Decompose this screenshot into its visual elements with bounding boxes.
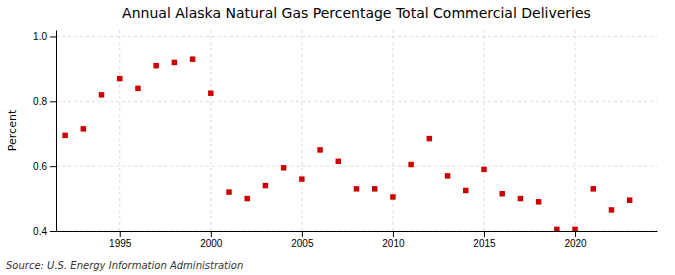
point	[554, 227, 559, 231]
grid-line	[56, 101, 657, 102]
grid-line	[392, 30, 393, 231]
tick-mark	[50, 36, 56, 37]
grid-line	[56, 166, 657, 167]
grid-line	[56, 231, 657, 232]
tick-mark	[302, 231, 303, 237]
point	[226, 189, 231, 194]
tick: 1995	[109, 231, 132, 249]
point	[153, 63, 158, 68]
chart: 1995 2000 2005 2010 2015 2020 0.4 0.6 0.8 1.0 Annu…	[0, 0, 675, 275]
point	[263, 183, 268, 188]
tick: 0.6	[33, 161, 56, 172]
grid-line	[119, 30, 120, 231]
point	[518, 196, 523, 201]
point	[591, 186, 596, 191]
tick-mark	[484, 231, 485, 237]
tick-mark	[393, 231, 394, 237]
tick-label: 2010	[382, 238, 405, 249]
point	[390, 194, 395, 199]
tick: 1.0	[33, 31, 56, 42]
tick-label: 0.8	[33, 96, 47, 107]
tick-mark	[120, 231, 121, 237]
point	[536, 199, 541, 204]
tick-mark	[211, 231, 212, 237]
point	[135, 86, 140, 91]
plot-area: 1995 2000 2005 2010 2015 2020 0.4 0.6 0.8 1.0	[33, 30, 657, 249]
point	[99, 92, 104, 97]
tick-label: 0.4	[33, 226, 47, 237]
point	[299, 176, 304, 181]
grid	[56, 30, 657, 231]
point	[481, 167, 486, 172]
grid-line	[210, 30, 211, 231]
points	[62, 56, 632, 231]
point	[372, 186, 377, 191]
tick-label: 1.0	[33, 31, 47, 42]
point	[244, 196, 249, 201]
point	[172, 60, 177, 65]
tick-mark	[575, 231, 576, 237]
title: Annual Alaska Natural Gas Percentage Tot…	[122, 5, 591, 21]
point	[190, 56, 195, 61]
tick-label: 2000	[200, 238, 223, 249]
y-axis-title: Percent	[6, 109, 19, 151]
point	[627, 197, 632, 202]
grid-line	[575, 30, 576, 231]
point	[317, 147, 322, 152]
source: Source: U.S. Energy Information Administ…	[6, 260, 243, 271]
point	[408, 162, 413, 167]
tick: 2015	[473, 231, 496, 249]
tick-label: 0.6	[33, 161, 47, 172]
y-axis: 0.4 0.6 0.8 1.0	[33, 31, 56, 237]
tick-mark	[50, 101, 56, 102]
tick: 0.8	[33, 96, 56, 107]
point	[62, 133, 67, 138]
point	[499, 191, 504, 196]
tick: 0.4	[33, 226, 56, 237]
tick-mark	[50, 166, 56, 167]
point	[609, 207, 614, 212]
x-axis: 1995 2000 2005 2010 2015 2020	[57, 231, 658, 249]
point	[117, 76, 122, 81]
tick-mark	[50, 231, 56, 232]
tick-label: 1995	[109, 238, 132, 249]
tick: 2000	[200, 231, 223, 249]
tick: 2010	[382, 231, 405, 249]
grid-line	[483, 30, 484, 231]
tick: 2020	[564, 231, 587, 249]
point	[81, 126, 86, 131]
point	[336, 159, 341, 164]
point	[445, 173, 450, 178]
point	[208, 90, 213, 95]
point	[354, 186, 359, 191]
tick: 2005	[291, 231, 314, 249]
grid-line	[301, 30, 302, 231]
grid-line	[56, 36, 657, 37]
axis-line	[57, 231, 658, 232]
axis-line	[56, 31, 57, 232]
tick-label: 2005	[291, 238, 314, 249]
point	[281, 165, 286, 170]
tick-label: 2020	[564, 238, 587, 249]
tick-label: 2015	[473, 238, 496, 249]
point	[463, 188, 468, 193]
point	[572, 227, 577, 231]
point	[427, 136, 432, 141]
